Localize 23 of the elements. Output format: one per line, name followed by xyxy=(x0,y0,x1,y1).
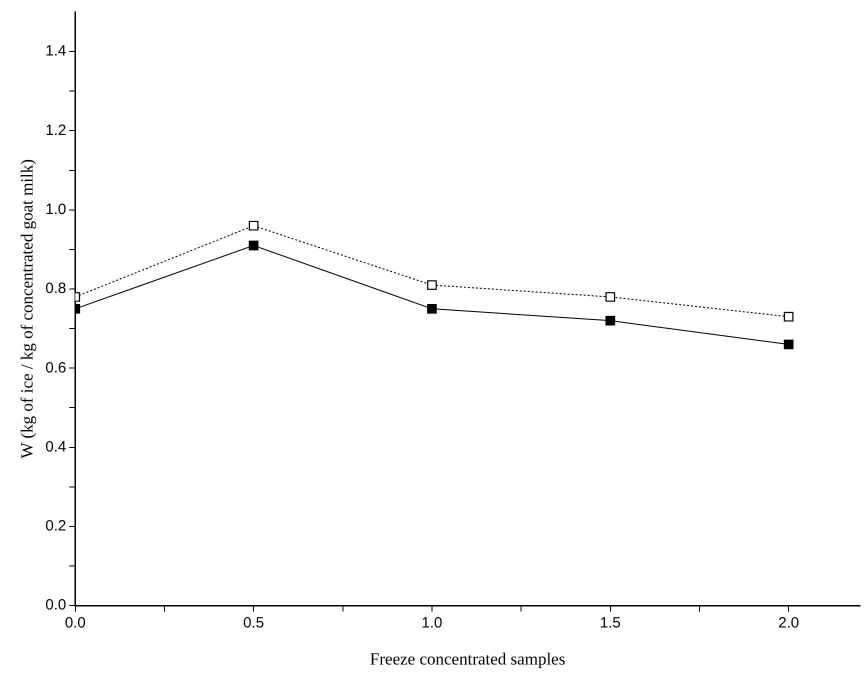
point xyxy=(427,280,437,290)
x-tick-label: 0.5 xyxy=(243,614,264,632)
y-tick-label: 0.4 xyxy=(45,438,66,456)
x-tick-label: 1.0 xyxy=(422,614,442,632)
x-axis-title: Freeze concentrated samples xyxy=(370,649,566,668)
point xyxy=(784,312,794,322)
point xyxy=(605,316,616,326)
y-tick-label: 0.8 xyxy=(45,280,66,298)
y-tick-label: 0.2 xyxy=(45,518,66,535)
y-tick-label: 0.0 xyxy=(45,596,66,614)
point xyxy=(248,240,258,250)
point xyxy=(605,292,616,302)
point xyxy=(248,220,258,231)
y-tick-label: 0.6 xyxy=(45,359,66,376)
x-tick-label: 1.5 xyxy=(600,614,621,632)
x-tick-label: 2.0 xyxy=(778,614,800,632)
x-tick-label: 0.0 xyxy=(64,614,86,632)
y-tick-label: 1.0 xyxy=(45,201,66,218)
point xyxy=(784,340,794,350)
y-tick-label: 1.4 xyxy=(45,42,66,60)
y-axis-title: W (kg of ice / kg of concentrated goat milk) xyxy=(18,159,37,459)
point xyxy=(427,304,437,314)
y-tick-label: 1.2 xyxy=(45,122,66,139)
